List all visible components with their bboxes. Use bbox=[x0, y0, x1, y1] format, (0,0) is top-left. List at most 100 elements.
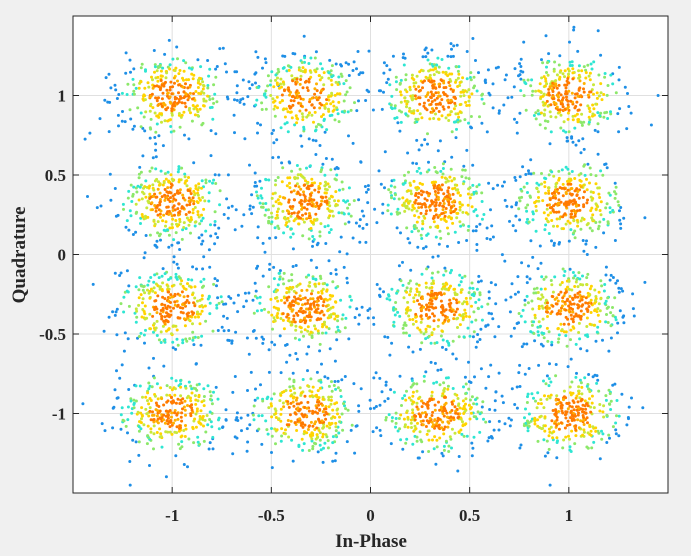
data-point-1334 bbox=[590, 229, 594, 233]
data-point-2111 bbox=[579, 120, 582, 124]
data-point-2365 bbox=[577, 331, 581, 334]
data-point-3984 bbox=[158, 212, 162, 216]
data-point-3008 bbox=[274, 409, 278, 413]
data-point-1579 bbox=[210, 402, 214, 406]
data-point-726 bbox=[278, 269, 282, 273]
data-point-4636 bbox=[170, 295, 174, 299]
data-point-2989 bbox=[594, 207, 598, 211]
data-point-1055 bbox=[464, 382, 468, 386]
data-point-385 bbox=[627, 105, 631, 108]
data-point-4770 bbox=[301, 421, 304, 425]
data-point-634 bbox=[596, 130, 600, 134]
data-point-1752 bbox=[155, 122, 159, 126]
data-point-4273 bbox=[452, 95, 456, 99]
data-point-3215 bbox=[440, 114, 444, 118]
data-point-3214 bbox=[590, 401, 594, 405]
data-point-4294 bbox=[168, 425, 172, 429]
data-point-2710 bbox=[415, 287, 419, 291]
data-point-2264 bbox=[272, 107, 276, 111]
data-point-247 bbox=[268, 262, 272, 266]
data-point-3879 bbox=[151, 86, 155, 90]
data-point-3038 bbox=[595, 91, 599, 95]
data-point-2892 bbox=[560, 328, 564, 332]
data-point-1038 bbox=[121, 202, 125, 206]
data-point-4075 bbox=[578, 293, 582, 297]
data-point-4698 bbox=[158, 203, 162, 207]
data-point-4046 bbox=[443, 425, 447, 429]
data-point-3921 bbox=[564, 396, 568, 400]
data-point-3717 bbox=[281, 312, 285, 316]
data-point-2900 bbox=[569, 328, 573, 332]
data-point-1318 bbox=[125, 93, 129, 96]
data-point-4723 bbox=[446, 99, 450, 102]
data-point-1071 bbox=[582, 164, 586, 168]
data-point-1442 bbox=[346, 408, 350, 412]
data-point-757 bbox=[196, 58, 200, 62]
data-point-2640 bbox=[279, 77, 283, 81]
data-point-515 bbox=[622, 321, 626, 325]
data-point-1106 bbox=[527, 220, 531, 224]
data-point-3930 bbox=[156, 294, 160, 298]
data-point-2154 bbox=[470, 205, 474, 209]
data-point-3662 bbox=[451, 187, 455, 191]
data-point-4230 bbox=[555, 190, 559, 193]
data-point-849 bbox=[307, 345, 311, 349]
data-point-541 bbox=[491, 317, 495, 321]
data-point-4431 bbox=[552, 204, 556, 208]
data-point-2258 bbox=[282, 390, 286, 394]
data-point-1801 bbox=[435, 63, 439, 67]
data-point-2171 bbox=[273, 427, 277, 431]
data-point-339 bbox=[352, 382, 356, 386]
data-point-2424 bbox=[568, 437, 571, 441]
data-point-2833 bbox=[412, 109, 416, 113]
data-point-1701 bbox=[134, 320, 138, 324]
data-point-472 bbox=[536, 267, 540, 271]
data-point-2433 bbox=[159, 69, 163, 73]
data-point-265 bbox=[630, 396, 633, 400]
data-point-2434 bbox=[137, 303, 141, 307]
data-point-1961 bbox=[208, 410, 212, 414]
data-point-3715 bbox=[291, 79, 295, 83]
data-point-3219 bbox=[410, 208, 414, 212]
data-point-1568 bbox=[609, 311, 613, 315]
data-point-4645 bbox=[424, 313, 428, 316]
data-point-4959 bbox=[180, 411, 184, 415]
data-point-811 bbox=[470, 441, 474, 445]
data-point-3364 bbox=[589, 190, 593, 194]
data-point-4507 bbox=[292, 314, 296, 318]
data-point-3447 bbox=[419, 320, 423, 324]
data-point-8 bbox=[83, 137, 87, 141]
data-point-2686 bbox=[194, 184, 198, 188]
data-point-3114 bbox=[170, 284, 174, 288]
data-point-840 bbox=[176, 266, 180, 270]
data-point-505 bbox=[112, 405, 116, 409]
data-point-1773 bbox=[585, 384, 589, 388]
data-point-913 bbox=[138, 276, 142, 280]
data-point-1293 bbox=[609, 399, 613, 403]
data-point-2831 bbox=[314, 327, 317, 331]
data-point-1633 bbox=[476, 306, 480, 310]
data-point-650 bbox=[248, 87, 252, 90]
data-point-1277 bbox=[480, 200, 484, 203]
data-point-4951 bbox=[175, 299, 179, 303]
data-point-83 bbox=[465, 148, 469, 152]
data-point-1425 bbox=[523, 303, 527, 307]
data-point-2286 bbox=[415, 389, 419, 393]
data-point-506 bbox=[620, 392, 624, 396]
data-point-3122 bbox=[276, 207, 280, 211]
data-point-1887 bbox=[572, 276, 575, 280]
data-point-1246 bbox=[139, 331, 143, 335]
data-point-4685 bbox=[167, 209, 171, 213]
data-point-4162 bbox=[186, 86, 190, 90]
data-point-3246 bbox=[566, 285, 569, 289]
data-point-78 bbox=[224, 408, 228, 412]
data-point-1402 bbox=[267, 219, 271, 223]
data-point-3808 bbox=[421, 80, 425, 84]
data-point-4739 bbox=[570, 209, 574, 213]
data-point-1515 bbox=[292, 380, 296, 384]
data-point-1239 bbox=[432, 447, 436, 451]
data-point-2470 bbox=[576, 224, 580, 228]
data-point-1058 bbox=[482, 102, 486, 106]
data-point-3335 bbox=[278, 101, 282, 104]
data-point-2562 bbox=[273, 104, 277, 108]
